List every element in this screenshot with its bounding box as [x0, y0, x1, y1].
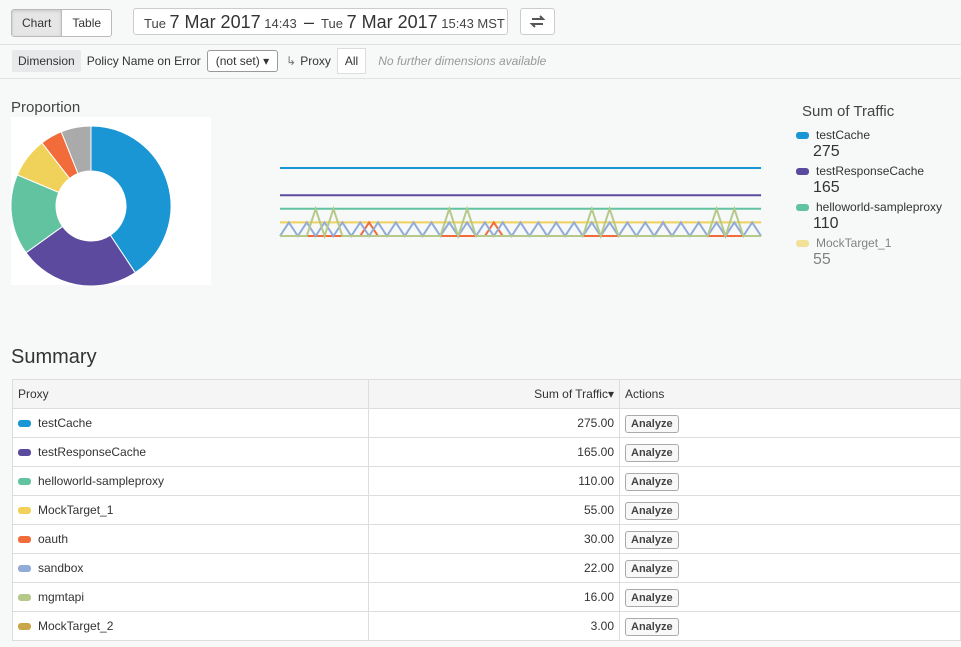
row-swatch [18, 478, 31, 485]
sum-cell: 16.00 [369, 583, 620, 612]
row-swatch [18, 623, 31, 630]
table-row: sandbox 22.00 Analyze [13, 554, 961, 583]
action-cell: Analyze [620, 496, 961, 525]
proxy-name: MockTarget_1 [38, 503, 113, 517]
sum-cell: 30.00 [369, 525, 620, 554]
action-cell: Analyze [620, 438, 961, 467]
table-row: mgmtapi 16.00 Analyze [13, 583, 961, 612]
sum-cell: 275.00 [369, 409, 620, 438]
column-header[interactable]: Proxy [13, 380, 369, 409]
legend-title: Sum of Traffic [802, 103, 894, 120]
table-row: testCache 275.00 Analyze [13, 409, 961, 438]
legend-value: 165 [813, 179, 961, 197]
sum-cell: 55.00 [369, 496, 620, 525]
legend-entry[interactable]: helloworld-sampleproxy110 [796, 199, 961, 235]
analyze-button[interactable]: Analyze [625, 502, 679, 520]
legend-value: 55 [813, 251, 961, 267]
sum-cell: 3.00 [369, 612, 620, 641]
legend-row: MockTarget_1 [796, 235, 961, 251]
legend-entry[interactable]: testCache275 [796, 127, 961, 163]
proxy-cell: mgmtapi [13, 583, 369, 612]
action-cell: Analyze [620, 467, 961, 496]
proxy-name: testResponseCache [38, 445, 146, 459]
action-cell: Analyze [620, 583, 961, 612]
analyze-button[interactable]: Analyze [625, 415, 679, 433]
sum-cell: 110.00 [369, 467, 620, 496]
proxy-cell: testResponseCache [13, 438, 369, 467]
table-row: MockTarget_2 3.00 Analyze [13, 612, 961, 641]
analyze-button[interactable]: Analyze [625, 560, 679, 578]
proxy-name: oauth [38, 532, 68, 546]
table-row: helloworld-sampleproxy 110.00 Analyze [13, 467, 961, 496]
analyze-button[interactable]: Analyze [625, 473, 679, 491]
legend-entry[interactable]: testResponseCache165 [796, 163, 961, 199]
action-cell: Analyze [620, 554, 961, 583]
legend-swatch [796, 204, 809, 211]
proxy-cell: MockTarget_2 [13, 612, 369, 641]
analyze-button[interactable]: Analyze [625, 618, 679, 636]
legend-value: 275 [813, 143, 961, 161]
proxy-cell: helloworld-sampleproxy [13, 467, 369, 496]
header-row: Proxy Sum of Traffic▾ Actions [13, 380, 961, 409]
table-row: testResponseCache 165.00 Analyze [13, 438, 961, 467]
series-line [280, 222, 761, 236]
action-cell: Analyze [620, 525, 961, 554]
action-cell: Analyze [620, 612, 961, 641]
legend-swatch [796, 240, 809, 247]
table-row: oauth 30.00 Analyze [13, 525, 961, 554]
row-swatch [18, 594, 31, 601]
analyze-button[interactable]: Analyze [625, 531, 679, 549]
proxy-name: sandbox [38, 561, 83, 575]
analyze-button[interactable]: Analyze [625, 444, 679, 462]
row-swatch [18, 536, 31, 543]
action-cell: Analyze [620, 409, 961, 438]
legend-swatch [796, 132, 809, 139]
column-header-text: Sum of Traffic [534, 387, 608, 401]
row-swatch [18, 565, 31, 572]
proxy-name: MockTarget_2 [38, 619, 113, 633]
proxy-name: mgmtapi [38, 590, 84, 604]
analyze-button[interactable]: Analyze [625, 589, 679, 607]
summary-table: Proxy Sum of Traffic▾ Actions testCache 2… [12, 379, 961, 641]
summary-title: Summary [11, 346, 97, 369]
legend-entry[interactable]: MockTarget_155 [796, 235, 961, 267]
legend-name: MockTarget_1 [816, 236, 891, 250]
column-header: Actions [620, 380, 961, 409]
legend-name: testCache [816, 128, 870, 142]
row-swatch [18, 507, 31, 514]
proxy-name: testCache [38, 416, 92, 430]
proxy-cell: testCache [13, 409, 369, 438]
legend-name: helloworld-sampleproxy [816, 200, 942, 214]
column-header[interactable]: Sum of Traffic▾ [369, 380, 620, 409]
legend-row: testCache [796, 127, 961, 143]
legend-row: helloworld-sampleproxy [796, 199, 961, 215]
legend-swatch [796, 168, 809, 175]
table-row: MockTarget_1 55.00 Analyze [13, 496, 961, 525]
sum-cell: 165.00 [369, 438, 620, 467]
legend-name: testResponseCache [816, 164, 924, 178]
row-swatch [18, 420, 31, 427]
sum-cell: 22.00 [369, 554, 620, 583]
proxy-cell: MockTarget_1 [13, 496, 369, 525]
row-swatch [18, 449, 31, 456]
proxy-cell: oauth [13, 525, 369, 554]
legend-row: testResponseCache [796, 163, 961, 179]
proxy-cell: sandbox [13, 554, 369, 583]
legend: testCache275testResponseCache165hellowor… [796, 127, 961, 267]
legend-value: 110 [813, 215, 961, 233]
proxy-name: helloworld-sampleproxy [38, 474, 164, 488]
